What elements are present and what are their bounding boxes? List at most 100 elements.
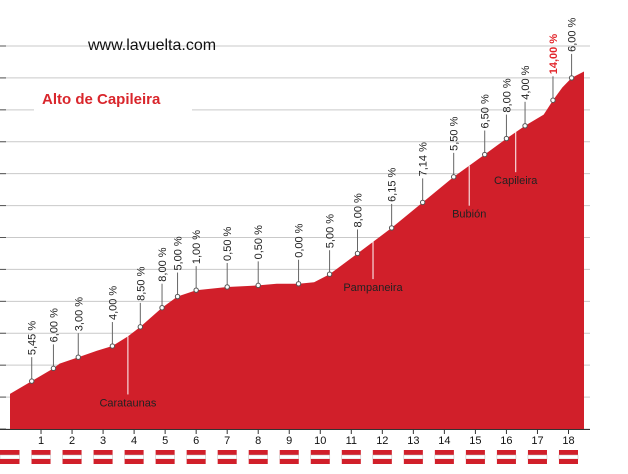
gradient-marker-4 xyxy=(137,324,144,330)
gradient-marker-11 xyxy=(326,271,333,277)
km-label-16: 16 xyxy=(500,435,512,447)
km-bar-low-18 xyxy=(558,459,578,464)
y-tick-9 xyxy=(0,141,6,143)
gradient-label-11: 5,00 % xyxy=(325,214,337,248)
y-tick-12 xyxy=(0,45,6,47)
km-bar-seg-9 xyxy=(279,450,299,455)
km-bar-white-17 xyxy=(527,454,548,460)
km-bar-white-6 xyxy=(186,454,206,460)
km-label-17: 17 xyxy=(531,435,543,447)
gradient-marker-1 xyxy=(50,365,57,372)
y-tick-11 xyxy=(0,77,6,79)
km-label-12: 12 xyxy=(376,435,388,447)
km-bar-white-7 xyxy=(217,454,237,460)
km-bar-white-18 xyxy=(558,454,579,460)
town-labels: Carataunas Pampaneira Bubión Capileira xyxy=(99,132,538,409)
y-tick-1 xyxy=(0,396,6,398)
gradient-marker-16 xyxy=(482,151,488,158)
km-bar-seg-12 xyxy=(372,450,392,455)
km-label-7: 7 xyxy=(224,435,230,447)
km-bar-seg-13 xyxy=(403,450,423,455)
gradient-marker-19 xyxy=(550,97,556,103)
km-bar-seg-5 xyxy=(155,450,175,455)
km-bar-low-8 xyxy=(248,459,268,464)
gradient-labels: 5,45 % 6,00 % 3,00 % 4,00 % 8,50 % 8,00 % 5,00… xyxy=(27,17,579,355)
km-bar xyxy=(0,450,579,464)
gradient-marker-3 xyxy=(109,343,116,349)
gradient-marker-8 xyxy=(224,284,230,290)
km-bar-white-0 xyxy=(0,454,20,460)
km-bar-seg-6 xyxy=(186,450,206,455)
km-label-13: 13 xyxy=(407,435,419,447)
gradient-marker-13 xyxy=(388,225,395,231)
gradient-label-1: 6,00 % xyxy=(48,308,60,342)
town-label-3: Capileira xyxy=(494,175,538,187)
gradient-label-4: 8,50 % xyxy=(135,266,147,300)
km-bar-white-4 xyxy=(124,454,144,460)
gradient-marker-0 xyxy=(29,378,35,384)
km-bar-low-1 xyxy=(31,459,51,464)
km-bar-low-7 xyxy=(217,459,237,464)
km-bar-white-9 xyxy=(279,454,300,460)
km-bar-low-4 xyxy=(124,459,144,464)
km-bar-seg-14 xyxy=(434,450,454,455)
km-bar-low-12 xyxy=(372,459,392,464)
km-ticks: 1 2 3 4 5 6 7 8 9 10 11 12 13 14 15 16 17 18 xyxy=(38,429,575,447)
gradient-label-20: 6,00 % xyxy=(567,17,579,51)
km-bar-low-0 xyxy=(0,459,20,464)
km-bar-white-15 xyxy=(465,454,486,460)
website-url: www.lavuelta.com xyxy=(87,37,216,54)
km-bar-seg-2 xyxy=(62,450,82,455)
gradient-label-12: 8,00 % xyxy=(353,193,365,227)
km-bar-low-13 xyxy=(403,459,423,464)
km-bar-low-17 xyxy=(527,459,547,464)
gradient-marker-14 xyxy=(419,199,426,206)
y-tick-4 xyxy=(0,300,6,302)
gradient-label-5: 8,00 % xyxy=(157,247,169,281)
km-bar-seg-10 xyxy=(310,450,330,455)
town-label-2: Bubión xyxy=(452,209,486,221)
km-bar-seg-15 xyxy=(465,450,485,455)
km-bar-white-16 xyxy=(496,454,517,460)
km-label-9: 9 xyxy=(286,435,292,447)
gradient-markers xyxy=(29,75,575,384)
town-label-0: Carataunas xyxy=(99,397,156,409)
gradient-label-6: 5,00 % xyxy=(173,236,185,270)
gradient-label-15: 5,50 % xyxy=(449,116,461,150)
km-label-8: 8 xyxy=(255,435,261,447)
gradient-marker-20 xyxy=(568,75,575,81)
km-bar-low-5 xyxy=(155,459,175,464)
y-tick-3 xyxy=(0,332,6,334)
y-axis-ticks xyxy=(0,45,6,430)
km-bar-seg-7 xyxy=(217,450,237,455)
y-tick-7 xyxy=(0,205,6,207)
gradient-label-7: 1,00 % xyxy=(191,230,203,264)
km-bar-seg-3 xyxy=(93,450,113,455)
km-bar-white-14 xyxy=(434,454,455,460)
km-bar-seg-16 xyxy=(496,450,516,455)
km-label-5: 5 xyxy=(162,435,168,447)
km-bar-seg-11 xyxy=(341,450,361,455)
gradient-label-19: 14,00 % xyxy=(548,34,560,75)
km-bar-low-6 xyxy=(186,459,206,464)
km-bar-low-2 xyxy=(62,459,82,464)
town-label-1: Pampaneira xyxy=(343,282,403,294)
km-label-6: 6 xyxy=(193,435,199,447)
km-bar-low-11 xyxy=(341,459,361,464)
km-bar-low-15 xyxy=(465,459,485,464)
gradient-marker-6 xyxy=(174,293,181,300)
km-bar-seg-18 xyxy=(558,450,578,455)
km-bar-low-16 xyxy=(496,459,516,464)
km-bar-low-9 xyxy=(279,459,299,464)
km-bar-white-12 xyxy=(372,454,393,460)
y-tick-5 xyxy=(0,268,6,270)
km-bar-white-8 xyxy=(248,454,268,460)
km-bar-seg-1 xyxy=(31,450,51,455)
km-bar-low-3 xyxy=(93,459,113,464)
km-label-1: 1 xyxy=(38,435,44,447)
title-box xyxy=(34,84,192,112)
km-bar-white-13 xyxy=(403,454,424,460)
y-tick-8 xyxy=(0,173,6,175)
gradient-marker-2 xyxy=(75,354,81,360)
km-bar-seg-17 xyxy=(527,450,547,455)
